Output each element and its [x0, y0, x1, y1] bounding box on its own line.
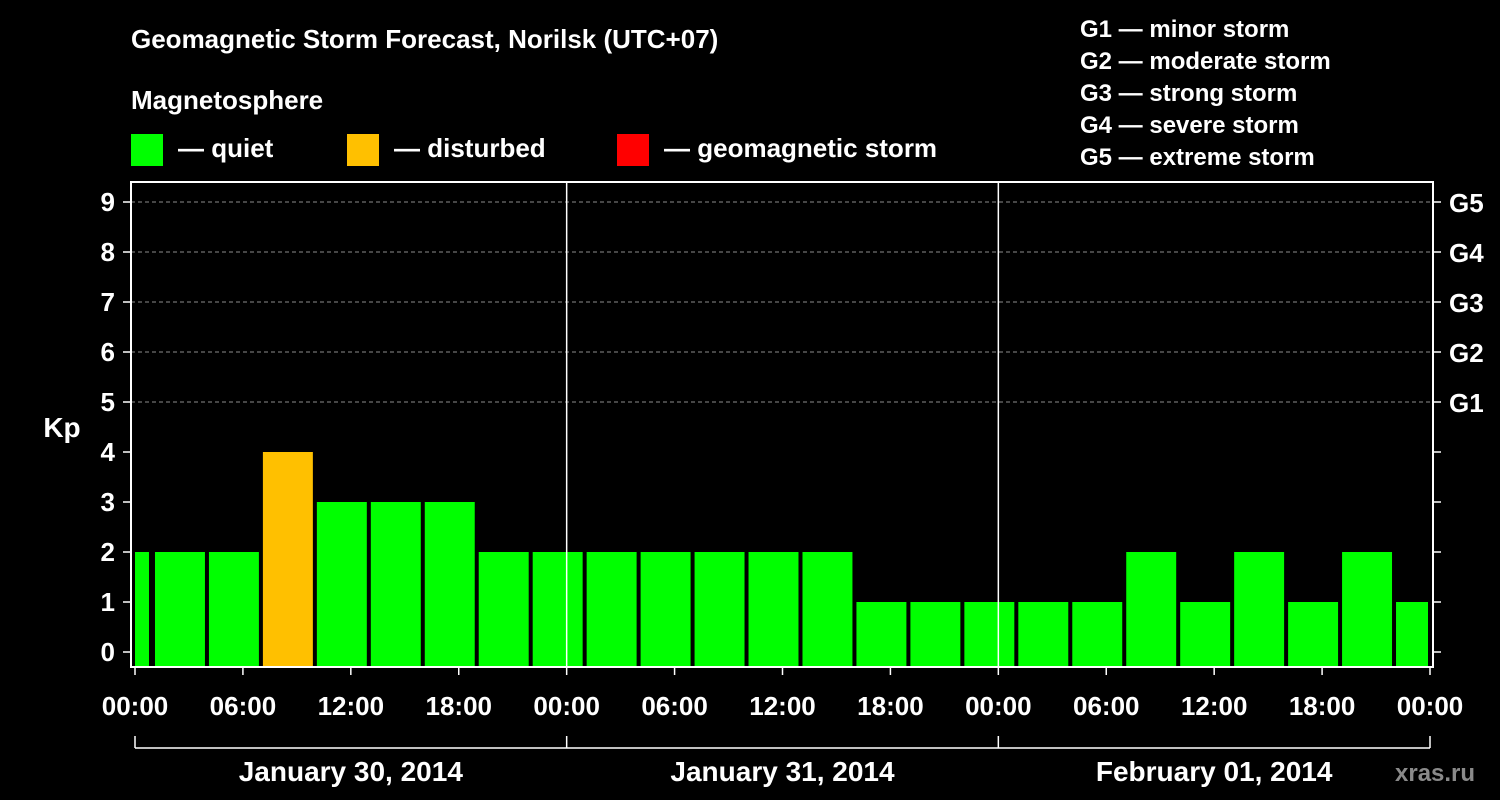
x-tick-label-1: 06:00 [210, 691, 277, 721]
bar-0 [135, 552, 149, 667]
bar-6 [424, 502, 475, 667]
x-tick-label-12: 00:00 [1397, 691, 1464, 721]
legend-label-quiet: — quiet [178, 133, 274, 163]
bar-11 [694, 552, 745, 667]
y-tick-label-9: 9 [101, 187, 115, 217]
bar-13 [802, 552, 853, 667]
storm-scale-g3: G3 — strong storm [1080, 80, 1297, 107]
day-label-1: January 31, 2014 [670, 756, 895, 787]
y-tick-label-5: 5 [101, 387, 115, 417]
bar-2 [208, 552, 259, 667]
y-tick-label-1: 1 [101, 587, 115, 617]
y-tick-label-0: 0 [101, 637, 115, 667]
legend-label-storm: — geomagnetic storm [664, 133, 937, 163]
bar-14 [856, 602, 907, 667]
storm-level-label-g4: G4 [1449, 238, 1484, 268]
y-tick-label-7: 7 [101, 287, 115, 317]
x-axis-ticks: 00:00 06:00 12:00 18:00 00:00 06:00 12:00 18:00… [102, 667, 1464, 721]
storm-scale-g1: G1 — minor storm [1080, 16, 1289, 43]
bar-7 [478, 552, 529, 667]
day-label-2: February 01, 2014 [1096, 756, 1333, 787]
x-tick-label-7: 18:00 [857, 691, 924, 721]
x-tick-label-10: 12:00 [1181, 691, 1248, 721]
x-tick-label-11: 18:00 [1289, 691, 1356, 721]
bar-23 [1342, 552, 1393, 667]
storm-scale-g5: G5 — extreme storm [1080, 144, 1315, 171]
day-label-0: January 30, 2014 [239, 756, 464, 787]
bar-1 [154, 552, 205, 667]
date-axis: January 30, 2014 January 31, 2014 February… [134, 736, 1431, 787]
grid-lines [131, 201, 1433, 403]
x-tick-label-5: 06:00 [641, 691, 708, 721]
legend-heading: Magnetosphere [131, 85, 323, 115]
watermark: xras.ru [1395, 760, 1475, 787]
y-axis-ticks: 0 1 2 3 4 5 6 7 8 9 [101, 187, 131, 667]
bar-10 [640, 552, 691, 667]
bar-5 [370, 502, 421, 667]
y-tick-label-8: 8 [101, 237, 115, 267]
x-tick-label-8: 00:00 [965, 691, 1032, 721]
bar-17 [1018, 602, 1069, 667]
y-tick-label-6: 6 [101, 337, 115, 367]
x-tick-label-4: 00:00 [533, 691, 600, 721]
x-tick-label-0: 00:00 [102, 691, 169, 721]
storm-level-label-g5: G5 [1449, 188, 1484, 218]
legend-swatch-quiet [131, 134, 163, 166]
bar-20 [1180, 602, 1231, 667]
storm-level-axis: G1 G2 G3 G4 G5 [1433, 188, 1484, 653]
legend-swatch-disturbed [347, 134, 379, 166]
bar-9 [586, 552, 637, 667]
y-tick-label-2: 2 [101, 537, 115, 567]
bar-4 [316, 502, 367, 667]
y-tick-label-4: 4 [101, 437, 116, 467]
storm-scale-g4: G4 — severe storm [1080, 112, 1299, 139]
bar-21 [1234, 552, 1285, 667]
storm-level-label-g3: G3 [1449, 288, 1484, 318]
storm-scale-g2: G2 — moderate storm [1080, 48, 1331, 75]
chart-title: Geomagnetic Storm Forecast, Norilsk (UTC… [131, 24, 718, 54]
storm-level-label-g2: G2 [1449, 338, 1484, 368]
storm-level-label-g1: G1 [1449, 388, 1484, 418]
bar-16 [964, 602, 1015, 667]
x-tick-label-3: 18:00 [426, 691, 493, 721]
bar-12 [748, 552, 799, 667]
legend-label-disturbed: — disturbed [394, 133, 546, 163]
y-axis-title: Kp [43, 412, 80, 443]
x-tick-label-9: 06:00 [1073, 691, 1140, 721]
bar-22 [1288, 602, 1339, 667]
bar-19 [1126, 552, 1177, 667]
bar-24 [1396, 602, 1428, 667]
bar-18 [1072, 602, 1123, 667]
bar-3 [262, 452, 313, 667]
x-tick-label-6: 12:00 [749, 691, 816, 721]
bar-15 [910, 602, 961, 667]
x-tick-label-2: 12:00 [318, 691, 385, 721]
bar-8 [532, 552, 583, 667]
y-tick-label-3: 3 [101, 487, 115, 517]
bars [135, 452, 1428, 667]
legend-swatch-storm [617, 134, 649, 166]
